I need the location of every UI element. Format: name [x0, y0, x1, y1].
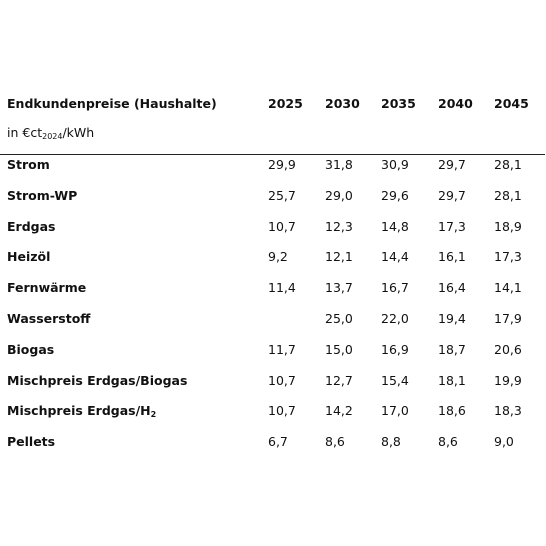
row-label-text: Mischpreis Erdgas/Biogas [7, 372, 188, 388]
row-label: Heizöl [7, 249, 50, 265]
cell-value: 17,3 [494, 249, 522, 265]
unit-subscript: 2024 [42, 132, 63, 141]
column-header: 2040 [438, 96, 473, 111]
cell-value: 14,1 [494, 280, 522, 296]
cell-value: 16,4 [438, 280, 466, 296]
cell-value: 13,7 [325, 280, 353, 296]
cell-value: 8,6 [325, 434, 345, 450]
row-label-text: Pellets [7, 434, 56, 450]
column-header: 2035 [381, 96, 416, 111]
cell-value: 19,4 [438, 311, 466, 326]
row-label: Pellets [7, 434, 55, 450]
cell-value: 16,7 [381, 280, 409, 296]
cell-value: 28,1 [494, 187, 522, 203]
cell-value: 29,7 [438, 187, 466, 203]
column-header: 2045 [494, 96, 529, 111]
row-label: Erdgas [7, 219, 55, 235]
cell-value: 17,3 [438, 218, 466, 234]
cell-value: 11,7 [268, 341, 296, 357]
cell-value: 28,1 [494, 157, 522, 172]
column-header: 2025 [268, 96, 303, 111]
cell-value: 12,1 [325, 249, 353, 265]
row-label: Strom [7, 157, 50, 173]
row-label-text: Fernwärme [7, 280, 87, 296]
unit-prefix: in €ct [7, 125, 43, 140]
cell-value: 14,2 [325, 403, 353, 419]
cell-value: 8,6 [438, 434, 458, 450]
cell-value: 29,0 [325, 187, 353, 203]
cell-value: 18,9 [494, 218, 522, 234]
cell-value: 8,8 [381, 434, 401, 450]
cell-value: 6,7 [268, 434, 288, 450]
unit-suffix: /kWh [62, 125, 95, 140]
cell-value: 15,4 [381, 372, 409, 388]
cell-value: 9,0 [494, 434, 514, 450]
cell-value: 31,8 [325, 157, 353, 172]
cell-value: 17,0 [381, 403, 409, 419]
cell-value: 25,0 [325, 311, 353, 326]
cell-value: 18,7 [438, 341, 466, 357]
cell-value: 12,3 [325, 218, 353, 234]
row-label: Biogas [7, 342, 54, 358]
cell-value: 17,9 [494, 311, 522, 326]
cell-value: 19,9 [494, 372, 522, 388]
table-title: Endkundenpreise (Haushalte) [7, 96, 217, 111]
cell-value: 11,4 [268, 280, 296, 296]
cell-value: 12,7 [325, 372, 353, 388]
row-label: Strom-WP [7, 188, 77, 204]
row-label-text: Strom [7, 157, 50, 172]
unit-label: in €ct2024/kWh [7, 125, 94, 145]
cell-value: 14,4 [381, 249, 409, 265]
row-label-text: Heizöl [7, 249, 51, 265]
cell-value: 16,1 [438, 249, 466, 265]
row-label-text: Wasserstoff [7, 311, 91, 326]
column-header: 2030 [325, 96, 360, 111]
row-label: Fernwärme [7, 280, 86, 296]
row-label-text: Erdgas [7, 218, 56, 234]
row-label: Wasserstoff [7, 311, 90, 327]
cell-value: 29,9 [268, 157, 296, 172]
cell-value: 22,0 [381, 311, 409, 326]
cell-value: 10,7 [268, 403, 296, 419]
row-label: Mischpreis Erdgas/H2 [7, 403, 156, 423]
cell-value: 9,2 [268, 249, 288, 265]
cell-value: 29,7 [438, 157, 466, 172]
row-label: Mischpreis Erdgas/Biogas [7, 373, 187, 389]
row-label-text: Biogas [7, 341, 55, 357]
cell-value: 29,6 [381, 187, 409, 203]
cell-value: 20,6 [494, 341, 522, 357]
row-label-text: Mischpreis Erdgas/H [7, 403, 151, 419]
row-label-subscript: 2 [150, 410, 157, 420]
row-label-text: Strom-WP [7, 187, 78, 203]
cell-value: 16,9 [381, 341, 409, 357]
cell-value: 10,7 [268, 218, 296, 234]
cell-value: 18,3 [494, 403, 522, 419]
cell-value: 18,1 [438, 372, 466, 388]
cell-value: 15,0 [325, 341, 353, 357]
cell-value: 30,9 [381, 157, 409, 172]
header-rule [0, 154, 545, 155]
cell-value: 25,7 [268, 187, 296, 203]
cell-value: 10,7 [268, 372, 296, 388]
cell-value: 18,6 [438, 403, 466, 419]
cell-value: 14,8 [381, 218, 409, 234]
